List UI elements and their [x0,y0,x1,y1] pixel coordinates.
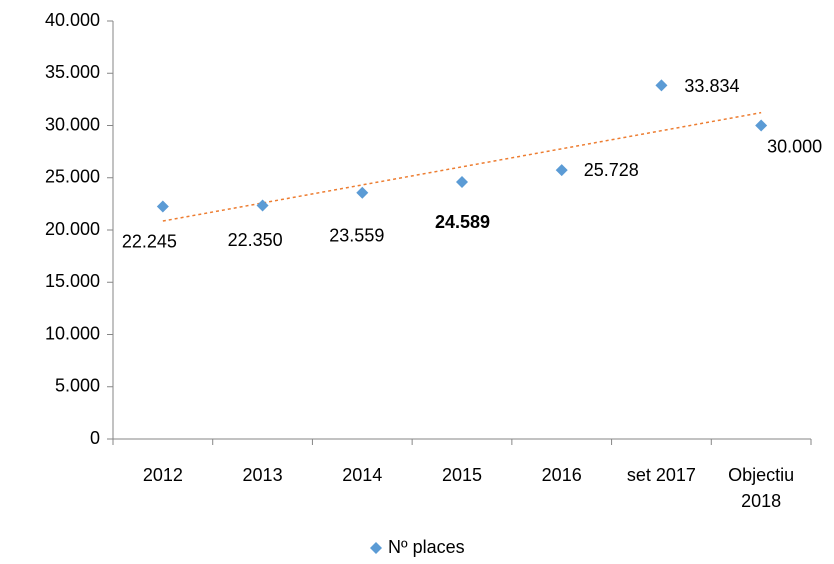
x-tick-label: 2015 [441,465,483,485]
data-label: 33.834 [684,76,739,96]
x-tick-label: set 2017 [626,465,696,485]
data-label: 22.350 [228,230,283,250]
data-label: 24.589 [435,212,490,232]
y-tick-label: 35.000 [45,62,100,82]
legend-marker [370,542,382,554]
x-tick-label: 2014 [342,465,383,485]
y-tick-label: 25.000 [45,167,100,187]
marker [755,119,768,132]
x-tick-label: 2013 [242,465,283,485]
x-tick-label: 2016 [541,465,582,485]
x-tick-label: Objectiu 2018 [728,465,795,511]
marker [555,164,568,177]
y-tick-label: 30.000 [45,114,100,134]
data-label: 25.728 [584,160,639,180]
trendline [162,111,762,222]
marker [256,199,269,212]
data-label: 30.000 [767,136,822,156]
y-tick-label: 0 [90,428,100,448]
legend-label: Nº places [388,537,465,557]
y-tick-label: 20.000 [45,219,100,239]
marker [456,176,468,189]
marker [655,79,668,92]
data-label: 22.245 [122,231,177,251]
y-tick-label: 40.000 [45,10,100,30]
marker [156,200,169,213]
data-label: 23.559 [329,226,384,246]
y-tick-label: 5.000 [55,376,100,396]
y-tick-label: 15.000 [45,271,100,291]
marker [356,186,369,199]
y-tick-label: 10.000 [45,323,100,343]
x-tick-label: 2012 [142,465,183,485]
